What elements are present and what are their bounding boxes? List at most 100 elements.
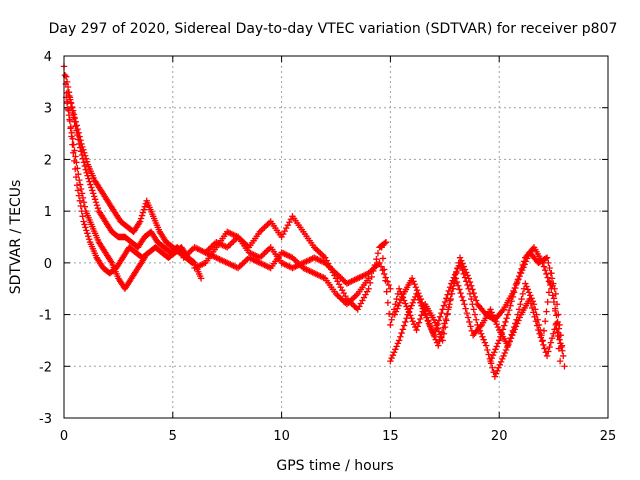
data-point-fill: [446, 284, 454, 291]
y-axis-title: SDTVAR / TECUs: [8, 180, 24, 295]
data-point-fill: [261, 250, 268, 257]
data-point-fill: [519, 261, 527, 269]
data-point: [365, 285, 372, 292]
data-point-fill: [80, 146, 87, 154]
data-point: [543, 352, 551, 360]
data-point-fill: [415, 289, 422, 297]
data-point-fill: [489, 352, 497, 359]
data-point-fill: [438, 309, 445, 317]
data-point: [408, 275, 416, 282]
data-point-fill: [505, 338, 513, 346]
data-point-fill: [492, 346, 499, 353]
data-point-fill: [525, 289, 533, 296]
data-point-fill: [437, 333, 444, 340]
data-point-fill: [461, 274, 469, 281]
data-point-fill: [514, 311, 522, 318]
data-point-fill: [390, 349, 398, 356]
data-point-fill: [471, 293, 479, 301]
data-point-fill: [138, 212, 146, 219]
data-point-fill: [262, 222, 270, 230]
data-point-fill: [542, 318, 549, 325]
data-point-fill: [555, 345, 563, 352]
data-point-fill: [550, 298, 558, 306]
data-point: [452, 275, 459, 282]
data-point-fill: [68, 103, 76, 111]
data-point-fill: [498, 329, 505, 337]
data-point-fill: [508, 298, 515, 305]
data-point-fill: [557, 340, 564, 347]
data-point-fill: [517, 269, 524, 276]
data-point-fill: [359, 297, 366, 304]
data-point-fill: [74, 125, 81, 133]
data-point-fill: [64, 105, 72, 113]
data-point-fill: [466, 318, 473, 326]
data-point-fill: [499, 326, 507, 333]
data-point-fill: [258, 253, 265, 260]
data-point-fill: [469, 301, 476, 308]
data-point-fill: [479, 333, 486, 340]
data-point-fill: [91, 196, 99, 203]
data-point-fill: [412, 284, 420, 291]
data-point-fill: [477, 323, 484, 330]
data-point-fill: [92, 199, 100, 206]
data-point-fill: [82, 155, 90, 162]
data-point: [439, 306, 446, 313]
data-point: [522, 280, 529, 287]
data-point-fill: [73, 122, 80, 129]
data-point-fill: [458, 263, 465, 270]
data-point-fill: [410, 320, 418, 328]
grid: [64, 56, 608, 418]
data-point-fill: [491, 315, 498, 322]
data-point-fill: [315, 248, 323, 255]
data-point-fill: [93, 202, 101, 209]
data-point: [387, 285, 394, 292]
data-point-fill: [444, 291, 451, 298]
data-point-fill: [448, 290, 456, 298]
data-point-fill: [422, 310, 430, 318]
data-point-fill: [421, 306, 428, 314]
data-point-fill: [339, 296, 346, 303]
data-point-fill: [75, 129, 82, 137]
data-point-fill: [470, 306, 477, 313]
data-point-fill: [459, 297, 467, 304]
data-point-fill: [399, 293, 406, 301]
data-point-fill: [74, 187, 82, 194]
series-arc-7: [202, 249, 372, 308]
data-point: [378, 244, 385, 251]
data-point-fill: [545, 259, 552, 267]
data-point-fill: [286, 219, 293, 226]
y-tick-label: 1: [44, 205, 52, 220]
data-point: [73, 182, 81, 189]
data-point-fill: [433, 324, 440, 332]
data-point: [387, 321, 394, 329]
data-point-fill: [454, 265, 461, 272]
data-point-fill: [535, 321, 543, 329]
data-point-fill: [382, 277, 389, 284]
data-point-fill: [485, 351, 492, 358]
data-point: [365, 275, 372, 282]
data-point: [559, 347, 566, 354]
data-point-fill: [335, 281, 343, 288]
data-point: [354, 306, 361, 313]
data-point-fill: [550, 330, 557, 337]
data-point-fill: [405, 308, 413, 315]
data-point-fill: [206, 244, 214, 252]
data-point-fill: [264, 221, 271, 228]
data-point: [552, 290, 559, 298]
data-point: [430, 316, 438, 323]
data-point-fill: [380, 266, 388, 273]
data-point: [561, 363, 568, 370]
data-point: [395, 285, 403, 292]
data-point-fill: [541, 345, 548, 352]
data-point-fill: [537, 326, 544, 334]
data-point-fill: [239, 260, 246, 267]
data-point-fill: [440, 302, 448, 309]
data-point-fill: [456, 286, 463, 293]
data-point-fill: [86, 178, 93, 185]
data-point-fill: [71, 147, 78, 154]
data-point-fill: [472, 297, 480, 304]
data-point-fill: [547, 339, 555, 346]
data-point-fill: [454, 282, 462, 289]
data-point-fill: [383, 288, 390, 295]
data-point-fill: [284, 221, 292, 229]
